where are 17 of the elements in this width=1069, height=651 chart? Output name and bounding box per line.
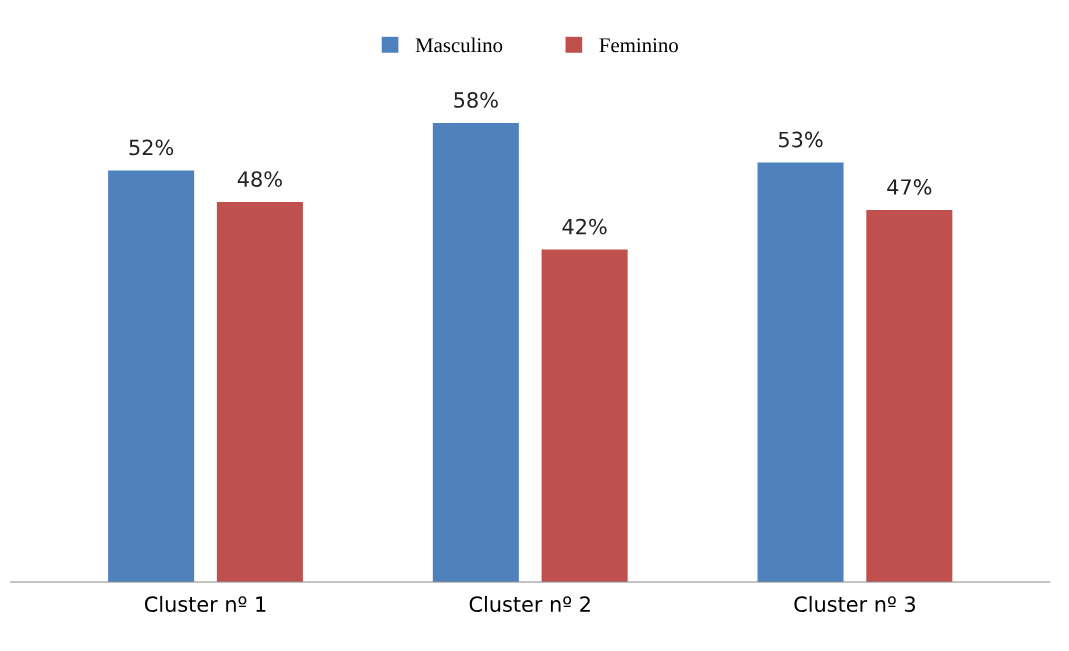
data-label: 53%: [779, 131, 823, 148]
legend-label: Masculino: [415, 37, 503, 53]
data-label: 58%: [454, 92, 498, 108]
x-tick-label: Cluster nº 2: [469, 595, 590, 613]
x-tick-label: Cluster nº 1: [144, 595, 266, 613]
data-label: 48%: [237, 171, 282, 187]
x-tick-label: Cluster nº 3: [794, 595, 915, 613]
data-label: 47%: [887, 179, 932, 195]
bar: [866, 210, 953, 582]
bar: [757, 162, 844, 582]
bar: [432, 122, 519, 582]
bar: [541, 249, 628, 582]
data-label: 52%: [129, 139, 174, 156]
bar: [216, 202, 303, 582]
data-label: 42%: [562, 218, 607, 235]
bar: [108, 170, 195, 582]
legend-label: Feminino: [599, 38, 678, 53]
